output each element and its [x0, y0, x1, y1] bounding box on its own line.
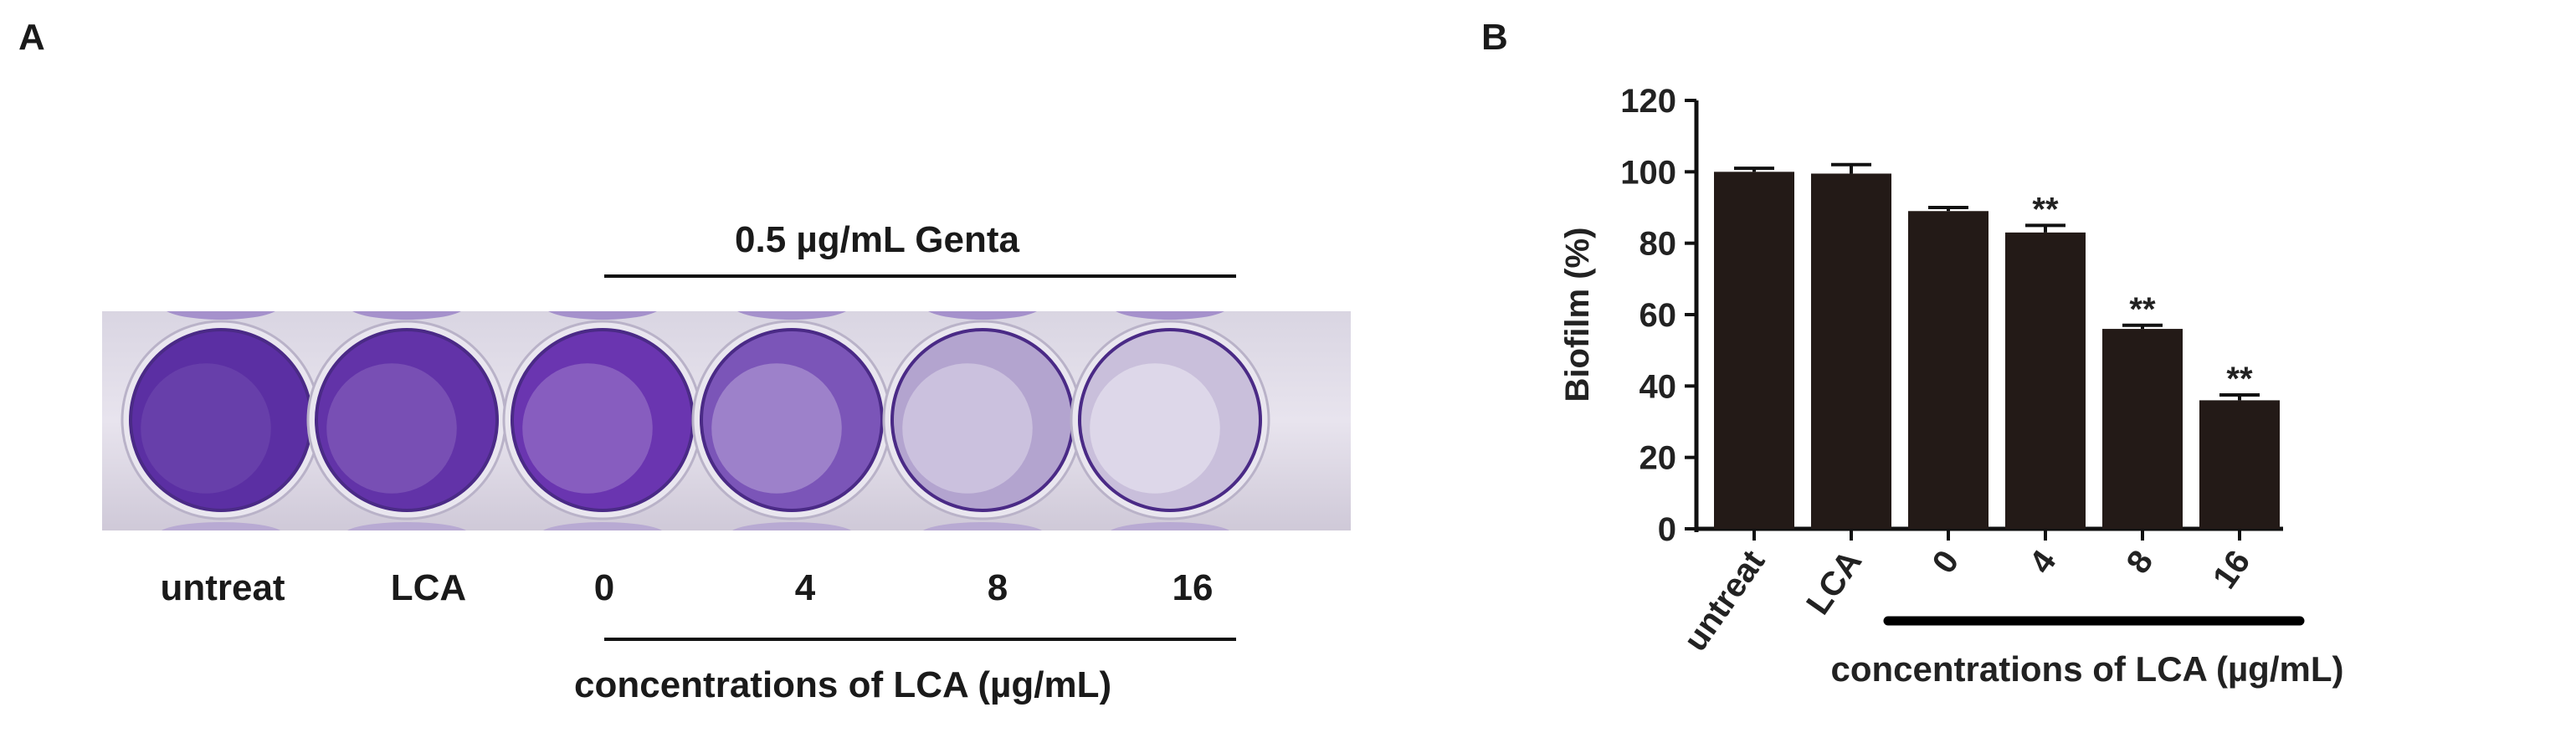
- y-tick-label: 60: [1640, 297, 1677, 334]
- x-tick-label: LCA: [1799, 544, 1869, 622]
- y-tick-label: 0: [1658, 511, 1676, 548]
- well-label: untreat: [160, 567, 285, 608]
- x-tick-label: untreat: [1677, 544, 1773, 658]
- x-tick-label: 4: [2023, 543, 2064, 580]
- bar: [2199, 400, 2280, 529]
- well-label: 4: [794, 567, 816, 608]
- y-tick-label: 40: [1640, 368, 1677, 405]
- x-tick-label: 8: [2120, 544, 2161, 580]
- well-highlight: [522, 363, 653, 494]
- significance-label: **: [2032, 191, 2059, 228]
- y-tick-label: 80: [1640, 226, 1677, 263]
- well-label: 16: [1172, 567, 1214, 608]
- bar: [2005, 232, 2086, 529]
- x-axis-label: concentrations of LCA (µg/mL): [1831, 649, 2344, 689]
- well-label: 8: [987, 567, 1008, 608]
- x-tick-label: 0: [1926, 544, 1967, 580]
- well-highlight: [711, 363, 842, 494]
- concentration-caption: concentrations of LCA (µg/mL): [574, 664, 1112, 705]
- bar: [1714, 172, 1794, 530]
- well-label: 0: [593, 567, 615, 608]
- panel-b-letter: B: [1481, 17, 1508, 58]
- treatment-label: 0.5 µg/mL Genta: [735, 219, 1019, 260]
- well-highlight: [141, 363, 271, 494]
- well-plate-image: [102, 293, 1351, 546]
- well: [700, 328, 884, 512]
- treatment-bracket-line: [604, 274, 1236, 278]
- well-plate-photo: [102, 293, 1351, 546]
- well: [1078, 328, 1262, 512]
- y-tick-label: 100: [1620, 154, 1676, 191]
- biofilm-bar-chart: 0 20 40 60 80 100 120 Biofilm (%) untreat LCA 0 ** 4…: [1559, 83, 2344, 689]
- concentration-bracket-line: [604, 638, 1236, 641]
- y-tick-label: 20: [1640, 440, 1677, 477]
- well: [315, 328, 499, 512]
- well-highlight: [902, 363, 1033, 494]
- well-highlight: [326, 363, 457, 494]
- bar: [2102, 329, 2183, 529]
- y-axis-label: Biofilm (%): [1559, 228, 1596, 402]
- well-highlight: [1090, 363, 1220, 494]
- well-label: LCA: [390, 567, 467, 608]
- bar: [1908, 211, 1988, 529]
- significance-label: **: [2226, 361, 2253, 397]
- bar: [1811, 173, 1891, 529]
- significance-label: **: [2129, 291, 2156, 328]
- y-tick-label: 120: [1620, 83, 1676, 120]
- panel-a-letter: A: [18, 17, 45, 58]
- x-tick-label: 16: [2206, 544, 2258, 596]
